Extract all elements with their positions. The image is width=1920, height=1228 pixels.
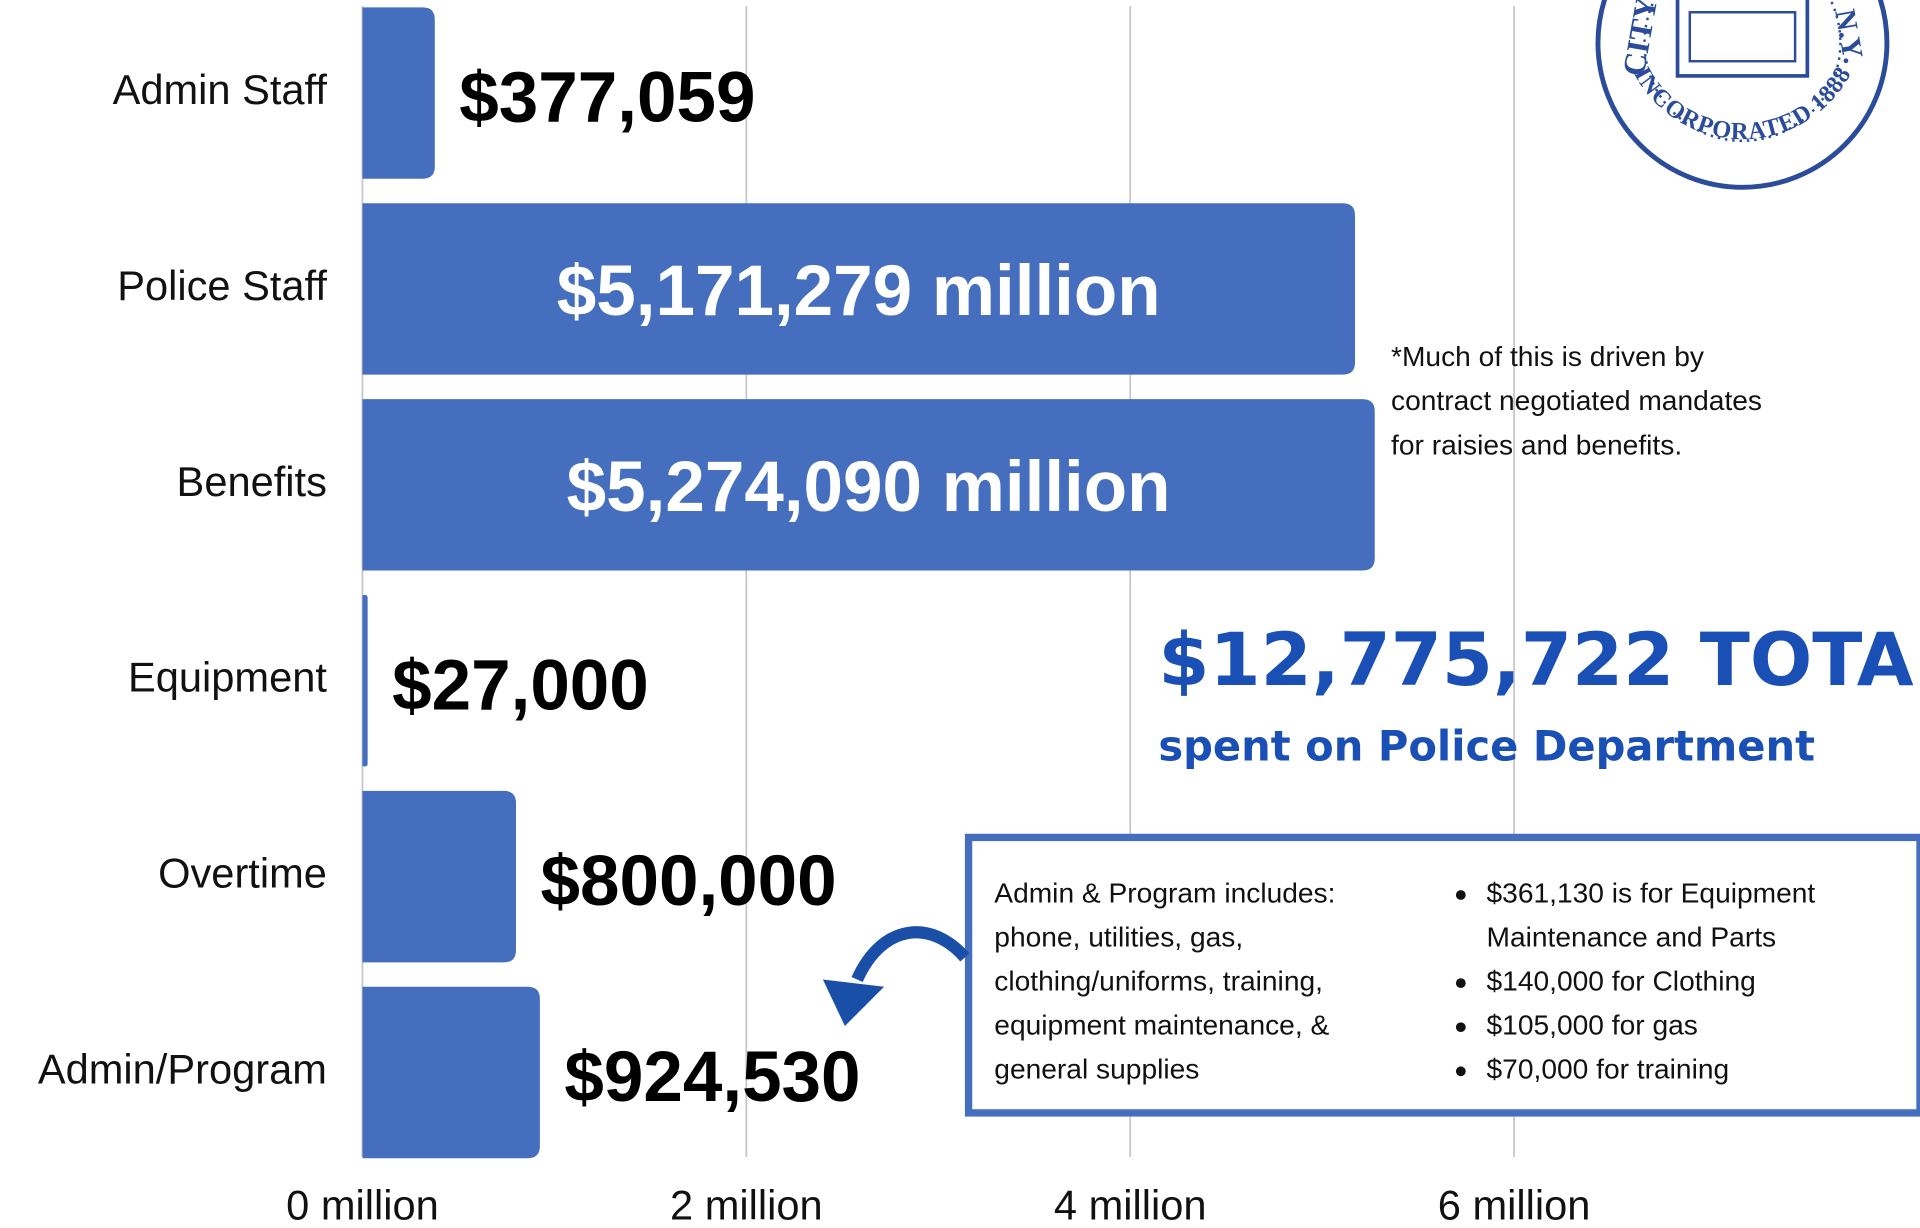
category-label: Police Staff: [117, 262, 327, 309]
notes: *Much of this is driven by contract negot…: [1391, 341, 1762, 460]
seal-text: CITY: [1616, 0, 1664, 78]
value-label: $5,274,090 million: [567, 448, 1171, 527]
arrow-head: [822, 979, 885, 1026]
category-label: Equipment: [128, 654, 327, 701]
bullet-dot: [1455, 1066, 1466, 1077]
value-label: $377,059: [459, 59, 755, 138]
value-label: $5,171,279 million: [557, 252, 1161, 331]
bullet-text: $105,000 for gas: [1487, 1010, 1698, 1041]
info-box: [964, 833, 1920, 1117]
bullet-dot: [1455, 890, 1466, 900]
seal: CITY N.Y. INCORPORATED 1888: [1595, 0, 1890, 190]
category-label: Overtime: [158, 850, 327, 897]
category-label: Admin/Program: [38, 1046, 327, 1093]
seal-building: [1688, 11, 1797, 63]
info-line: equipment maintenance, &: [994, 1010, 1329, 1041]
bullet-text: $140,000 for Clothing: [1487, 966, 1756, 997]
subtitle: spent on Police Department: [1158, 721, 1815, 770]
bar: [362, 595, 368, 767]
info-line: general supplies: [994, 1054, 1199, 1085]
bar: [362, 7, 435, 179]
annotation: *Much of this is driven by: [1391, 341, 1705, 372]
bar: [362, 790, 516, 963]
bullet-text: $70,000 for training: [1487, 1054, 1730, 1085]
bar: [362, 986, 540, 1159]
total: $12,775,722 TOTAL: [1158, 618, 1920, 703]
annotation: for raisies and benefits.: [1391, 429, 1682, 460]
info-line: Admin & Program includes:: [994, 877, 1335, 908]
value-label: $924,530: [564, 1038, 860, 1117]
value-label: $800,000: [540, 842, 836, 921]
bullet-text: $361,130 is for Equipment: [1487, 877, 1816, 908]
category-label: Benefits: [177, 458, 327, 505]
info-line: clothing/uniforms, training,: [994, 966, 1323, 997]
bars: Admin Staff $377,059 Police Staff $5,171,27…: [38, 7, 1375, 1159]
bar: [362, 203, 1356, 375]
x-tick-label: 0 million: [286, 1181, 439, 1228]
bullet-dot: [1455, 978, 1466, 989]
seal-ring: [1595, 0, 1890, 190]
x-tick-label: 6 million: [1438, 1181, 1591, 1228]
bullet-text: Maintenance and Parts: [1487, 921, 1777, 952]
seal-text: N.Y.: [1828, 7, 1869, 66]
bar: [362, 399, 1375, 571]
value-label: $27,000: [392, 646, 649, 725]
grid: 0 million 2 million 4 million 6 million: [286, 6, 1590, 1228]
category-label: Admin Staff: [113, 66, 328, 113]
info-line: phone, utilities, gas,: [994, 921, 1243, 952]
seal-building: [1675, 0, 1810, 78]
annotation: contract negotiated mandates: [1391, 385, 1762, 416]
x-tick-label: 2 million: [670, 1181, 823, 1228]
x-tick-label: 4 million: [1054, 1181, 1207, 1228]
bullet-dot: [1455, 1022, 1466, 1033]
seal-dots: [1643, 0, 1842, 142]
info-box-text: Admin & Program includes: phone, utilitie…: [994, 877, 1815, 1084]
arrow: [851, 926, 970, 983]
